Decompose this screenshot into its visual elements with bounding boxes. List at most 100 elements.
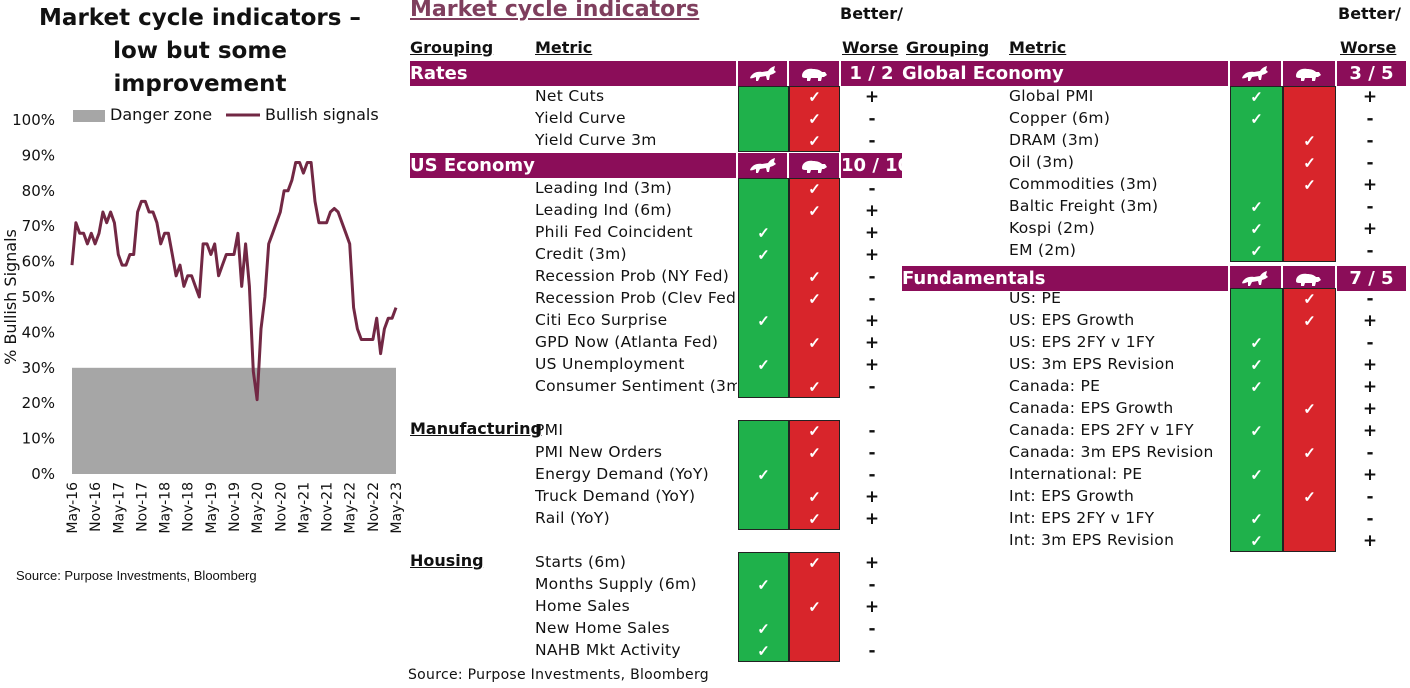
better-worse-sign: +: [1362, 175, 1378, 195]
better-worse-sign: -: [868, 443, 876, 463]
better-worse-sign: -: [1366, 333, 1374, 353]
bear-icon: [799, 64, 829, 84]
check-icon: ✓: [757, 225, 770, 242]
better-worse-sign: +: [864, 311, 880, 331]
check-icon: ✓: [808, 379, 821, 396]
section-score: 1 / 2: [849, 63, 894, 84]
better-worse-sign: -: [868, 575, 876, 595]
y-tick-label: 80%: [22, 182, 55, 200]
better-header-left: Better/: [840, 4, 903, 23]
better-worse-sign: -: [868, 377, 876, 397]
bullish-signals-line: [70, 161, 398, 402]
table-title: Market cycle indicators: [410, 0, 700, 22]
metric-header-left: Metric: [535, 38, 593, 57]
x-tick-label: May-20: [250, 482, 266, 534]
danger-zone-area: [72, 367, 396, 474]
group-label-manufacturing: Manufacturing: [410, 419, 542, 438]
metric-label: PMI: [535, 421, 564, 439]
better-worse-sign: -: [1366, 131, 1374, 151]
x-tick-label: Nov-22: [366, 482, 382, 532]
x-tick-label: Nov-16: [88, 482, 104, 532]
check-icon: ✓: [757, 467, 770, 484]
metric-label: US: 3m EPS Revision: [1009, 355, 1175, 373]
section-score: 10 / 10: [841, 155, 911, 176]
better-worse-sign: +: [1362, 311, 1378, 331]
x-tick-label: May-18: [158, 482, 174, 534]
better-worse-sign: +: [864, 245, 880, 265]
better-worse-sign: -: [868, 289, 876, 309]
chart-source: Source: Purpose Investments, Bloomberg: [16, 568, 257, 583]
better-worse-sign: -: [868, 109, 876, 129]
check-icon: ✓: [1303, 133, 1316, 150]
better-worse-sign: -: [868, 641, 876, 661]
check-icon: ✓: [1250, 467, 1263, 484]
group-label-housing: Housing: [410, 551, 484, 570]
section-band-global: Global Economy 3 / 5: [902, 61, 1406, 86]
bull-column-housing: [738, 552, 789, 662]
x-tick-label: Nov-18: [181, 482, 197, 532]
chart-title: Market cycle indicators – low but some i…: [39, 5, 361, 97]
y-tick-label: 90%: [22, 146, 55, 164]
better-worse-sign: +: [864, 597, 880, 617]
check-icon: ✓: [808, 181, 821, 198]
better-worse-sign: +: [1362, 87, 1378, 107]
metric-label: Rail (YoY): [535, 509, 610, 527]
x-tick-label: Nov-20: [273, 482, 289, 532]
metric-label: Canada: EPS 2FY v 1FY: [1009, 421, 1194, 439]
better-worse-sign: +: [1362, 465, 1378, 485]
metric-label: Canada: PE: [1009, 377, 1101, 395]
metric-label: Phili Fed Coincident: [535, 223, 693, 241]
section-band-fund: Fundamentals 7 / 5: [902, 266, 1406, 291]
metric-label: Truck Demand (YoY): [535, 487, 696, 505]
grouping-header-right: Grouping: [906, 38, 990, 57]
check-icon: ✓: [1303, 313, 1316, 330]
metric-label: Net Cuts: [535, 87, 605, 105]
metric-label: US: EPS 2FY v 1FY: [1009, 333, 1155, 351]
bull-column-manufacturing: [738, 420, 789, 530]
band-separator: [1228, 266, 1230, 291]
better-worse-sign: +: [864, 201, 880, 221]
check-icon: ✓: [808, 599, 821, 616]
check-icon: ✓: [1250, 357, 1263, 374]
metric-label: Int: 3m EPS Revision: [1009, 531, 1175, 549]
better-worse-sign: +: [1362, 421, 1378, 441]
check-icon: ✓: [808, 291, 821, 308]
metric-label: Credit (3m): [535, 245, 627, 263]
section-label: US Economy: [410, 155, 535, 176]
bear-column-fund: [1283, 288, 1336, 552]
x-tick-label: May-21: [296, 482, 312, 534]
bear-icon: [799, 156, 829, 176]
better-worse-sign: -: [1366, 509, 1374, 529]
metric-label: Commodities (3m): [1009, 175, 1158, 193]
check-icon: ✓: [757, 621, 770, 638]
check-icon: ✓: [1250, 335, 1263, 352]
y-tick-label: 10%: [22, 430, 55, 448]
worse-header-right: Worse: [1340, 38, 1397, 57]
better-worse-sign: -: [1366, 443, 1374, 463]
metric-label: Int: EPS 2FY v 1FY: [1009, 509, 1155, 527]
section-band-rates: Rates 1 / 2: [410, 61, 902, 86]
metric-label: GPD Now (Atlanta Fed): [535, 333, 719, 351]
section-label: Rates: [410, 63, 468, 84]
y-tick-label: 60%: [22, 253, 55, 271]
y-tick-label: 30%: [22, 359, 55, 377]
band-separator: [839, 61, 841, 86]
metric-label: International: PE: [1009, 465, 1143, 483]
check-icon: ✓: [1250, 423, 1263, 440]
check-icon: ✓: [1250, 199, 1263, 216]
y-tick-label: 70%: [22, 217, 55, 235]
metric-label: NAHB Mkt Activity: [535, 641, 681, 659]
band-separator: [787, 153, 789, 178]
metric-label: Consumer Sentiment (3m): [535, 377, 737, 395]
metric-label: Yield Curve 3m: [535, 131, 657, 149]
bull-icon: [1240, 64, 1270, 84]
check-icon: ✓: [808, 335, 821, 352]
metric-label: US: EPS Growth: [1009, 311, 1135, 329]
bull-column-rates: [738, 86, 789, 152]
metric-label: Months Supply (6m): [535, 575, 697, 593]
check-icon: ✓: [808, 423, 821, 440]
check-icon: ✓: [757, 577, 770, 594]
y-tick-label: 40%: [22, 323, 55, 341]
bull-column-global: [1230, 86, 1283, 262]
metric-label: Yield Curve: [535, 109, 626, 127]
